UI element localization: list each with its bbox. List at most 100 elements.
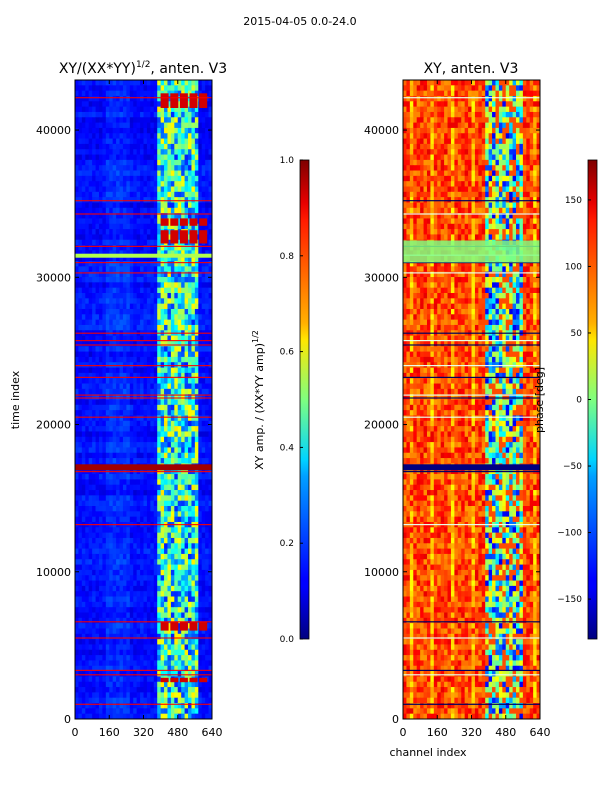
amplitude-cell	[81, 431, 86, 438]
amplitude-cell	[109, 133, 114, 139]
amplitude-cell	[126, 585, 131, 592]
amplitude-cell	[119, 218, 124, 225]
amplitude-cell	[98, 442, 103, 448]
phase-cell	[420, 80, 424, 86]
amplitude-cell	[95, 676, 100, 683]
amplitude-cell	[85, 585, 90, 592]
amplitude-cell	[122, 383, 127, 390]
amplitude-cell	[75, 591, 79, 597]
amplitude-cell	[78, 436, 83, 443]
amplitude-cell	[191, 127, 196, 134]
amplitude-cell	[198, 431, 203, 438]
amplitude-cell	[95, 239, 100, 246]
amplitude-cell	[133, 277, 138, 283]
amplitude-cell	[146, 127, 151, 134]
amplitude-cell	[129, 351, 134, 358]
amplitude-cell	[102, 639, 107, 645]
amplitude-hot-cell	[160, 93, 169, 108]
amplitude-cell	[95, 559, 100, 565]
amplitude-cell	[102, 703, 107, 709]
amplitude-cell	[170, 383, 175, 390]
amplitude-cell	[160, 207, 165, 214]
amplitude-cell	[126, 703, 131, 709]
amplitude-cell	[198, 127, 203, 134]
amplitude-cell	[143, 420, 148, 427]
amplitude-cell	[122, 426, 127, 432]
amplitude-cell	[105, 346, 110, 352]
amplitude-cell	[140, 660, 144, 667]
amplitude-cell	[98, 266, 103, 273]
phase-cell	[409, 90, 414, 97]
amplitude-cell	[143, 165, 148, 171]
amplitude-cell	[177, 580, 182, 587]
amplitude-cell	[92, 484, 96, 491]
amplitude-cell	[136, 191, 141, 198]
amplitude-cell	[198, 697, 203, 704]
amplitude-cell	[112, 133, 117, 139]
amplitude-cell	[81, 287, 86, 294]
amplitude-cell	[136, 452, 141, 459]
amplitude-cell	[181, 127, 185, 134]
amplitude-cell	[143, 639, 148, 645]
amplitude-cell	[98, 122, 103, 129]
amplitude-cell	[85, 687, 90, 693]
amplitude-cell	[95, 346, 100, 352]
amplitude-cell	[116, 404, 120, 411]
amplitude-cell	[174, 548, 179, 555]
amplitude-cell	[85, 671, 90, 677]
amplitude-cell	[95, 159, 100, 166]
amplitude-cell	[85, 250, 90, 257]
amplitude-cell	[129, 229, 134, 235]
amplitude-cell	[78, 601, 83, 608]
amplitude-cell	[153, 202, 158, 209]
amplitude-cell	[122, 671, 127, 677]
amplitude-cell	[208, 628, 212, 635]
amplitude-cell	[157, 191, 162, 198]
amplitude-cell	[81, 308, 86, 315]
amplitude-cell	[122, 655, 127, 661]
amplitude-cell	[81, 378, 86, 384]
amplitude-cell	[170, 282, 175, 289]
amplitude-cell	[105, 532, 110, 539]
amplitude-cell	[102, 340, 107, 347]
amplitude-cell	[191, 527, 196, 534]
amplitude-cell	[109, 607, 114, 613]
amplitude-cell	[153, 394, 158, 400]
amplitude-cell	[105, 633, 110, 640]
amplitude-cell	[164, 575, 168, 581]
amplitude-cell	[177, 596, 182, 603]
amplitude-cell	[191, 420, 196, 427]
amplitude-cell	[88, 575, 93, 581]
amplitude-cell	[78, 500, 83, 507]
amplitude-cell	[133, 143, 138, 150]
amplitude-cell	[188, 543, 192, 550]
amplitude-cell	[81, 633, 86, 640]
amplitude-cell	[95, 506, 100, 512]
amplitude-cell	[191, 628, 196, 635]
amplitude-cell	[205, 266, 209, 273]
amplitude-cell	[143, 186, 148, 193]
amplitude-cell	[85, 111, 90, 118]
amplitude-cell	[167, 277, 172, 283]
amplitude-cell	[181, 479, 185, 486]
amplitude-cell	[119, 420, 124, 427]
amplitude-cell	[208, 202, 212, 209]
amplitude-cell	[174, 585, 179, 592]
amplitude-cell	[98, 543, 103, 550]
amplitude-cell	[92, 564, 96, 571]
amplitude-cell	[191, 436, 196, 443]
amplitude-cell	[177, 564, 182, 571]
amplitude-cell	[153, 383, 158, 390]
amplitude-cell	[157, 367, 162, 374]
amplitude-cell	[102, 431, 107, 438]
amplitude-cell	[208, 101, 212, 108]
amplitude-cell	[102, 532, 107, 539]
amplitude-cell	[81, 85, 86, 92]
amplitude-cell	[122, 356, 127, 363]
amplitude-cell	[109, 490, 114, 496]
amplitude-cell	[109, 255, 114, 262]
amplitude-cell	[122, 527, 127, 534]
amplitude-cell	[81, 623, 86, 629]
amplitude-cell	[208, 553, 212, 560]
amplitude-cell	[170, 559, 175, 565]
